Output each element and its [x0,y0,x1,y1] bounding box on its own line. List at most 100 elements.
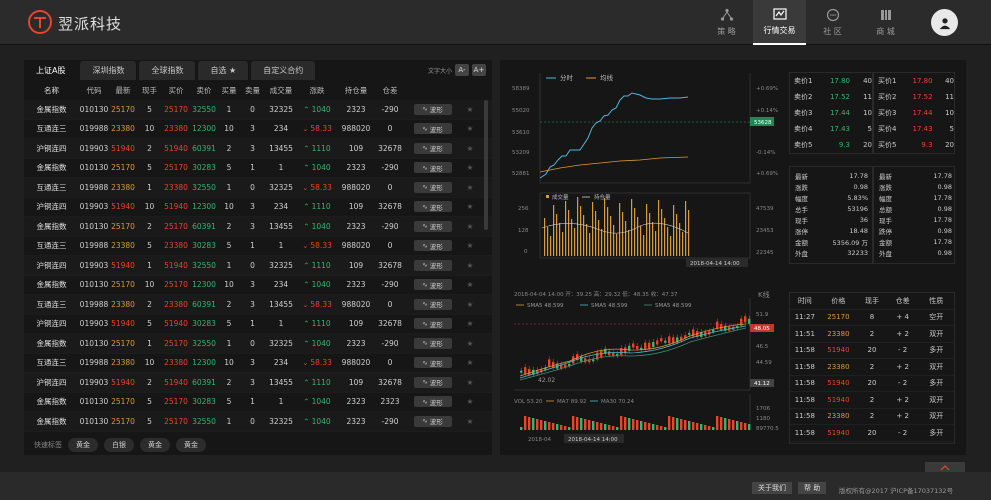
table-row[interactable]: 金属指数 010130 25170 10 25170 12300 10 3 234 ⌃ 1040 23… [24,276,492,295]
favorite-star-icon[interactable]: ★ [466,338,474,348]
quick-tag[interactable]: 黄金 [140,438,170,452]
wave-button[interactable]: ∿ 波形 [413,396,452,408]
col-header[interactable]: 卖价 [196,85,212,95]
wave-button[interactable]: ∿ 波形 [413,376,452,388]
wave-button[interactable]: ∿ 波形 [413,415,452,427]
nav-item-shop[interactable]: 商 城 [859,0,912,45]
table-row[interactable]: 金属指数 010130 25170 1 25170 32550 1 0 32325 ⌃ 1040 23… [24,334,492,354]
brand-logo-icon[interactable] [28,10,52,34]
wave-button[interactable]: ∿ 波形 [413,142,452,154]
col-header[interactable]: 买价 [168,85,184,95]
favorite-star-icon[interactable]: ★ [466,163,474,173]
orderbook-row[interactable]: 卖价4 17.43 5 [790,121,872,137]
trade-time: 11:58 [794,428,815,437]
tab-custom[interactable]: 自定义合约 [251,61,316,80]
table-row[interactable]: 金属指数 010130 25170 5 25170 32550 1 0 32325 ⌃ 1040 23… [24,412,492,432]
table-row[interactable]: 互通连三 019988 23380 2 23380 60391 2 3 13455 ⌄ 58.33 9… [24,295,492,315]
table-row[interactable]: 互通连三 019988 23380 10 23380 12300 10 3 234 ⌄ 58.33 9… [24,120,492,139]
col-header[interactable]: 最新 [115,85,131,95]
favorite-star-icon[interactable]: ★ [466,397,474,407]
table-row[interactable]: 互通连三 019988 23380 5 23380 30283 5 1 1 ⌄ 58.33 98802… [24,237,492,256]
user-avatar[interactable] [931,9,958,36]
quick-tag[interactable]: 黄金 [176,438,206,452]
favorite-star-icon[interactable]: ★ [466,143,474,153]
wave-button[interactable]: ∿ 波形 [413,181,452,193]
favorite-star-icon[interactable]: ★ [466,104,474,114]
about-button[interactable]: 关于我们 [752,482,792,494]
orderbook-row[interactable]: 买价5 9.3 20 [874,137,954,153]
quick-tag[interactable]: 黄金 [68,438,98,452]
favorite-star-icon[interactable]: ★ [466,319,474,329]
orderbook-row[interactable]: 卖价2 17.52 11 [790,89,872,105]
favorite-star-icon[interactable]: ★ [466,260,474,270]
table-row[interactable]: 沪铜连四 019903 51940 10 51940 12300 10 3 234 ⌃ 1110 10… [24,198,492,217]
sma-line [519,323,747,377]
wave-button[interactable]: ∿ 波形 [413,103,452,115]
col-header[interactable]: 持仓量 [344,85,368,95]
table-row[interactable]: 沪铜连四 019903 51940 5 51940 30283 5 1 1 ⌃ 1110 109 326… [24,315,492,334]
wave-button[interactable]: ∿ 波形 [413,162,452,174]
table-row[interactable]: 金属指数 010130 25170 5 25170 32550 1 0 32325 ⌃ 1040 23… [24,100,492,120]
favorite-star-icon[interactable]: ★ [466,241,474,251]
orderbook-row[interactable]: 卖价3 17.44 10 [790,105,872,121]
wave-button[interactable]: ∿ 波形 [413,318,452,330]
favorite-star-icon[interactable]: ★ [466,202,474,212]
tab-shanghai[interactable]: 上证A股 [24,61,78,80]
col-header[interactable]: 涨跌 [309,85,325,95]
kline-chart[interactable]: 2018-04-04 14:00 开：39.25 高：29.32 低：48.35… [510,286,788,448]
table-row[interactable]: 互通连三 019988 23380 1 23380 32550 1 0 32325 ⌄ 58.33 9… [24,178,492,198]
orderbook-row[interactable]: 买价3 17.44 10 [874,105,954,121]
wave-button[interactable]: ∿ 波形 [413,357,452,369]
orderbook-row[interactable]: 卖价5 9.3 20 [790,137,872,153]
wave-button[interactable]: ∿ 波形 [413,279,452,291]
back-to-top-button[interactable] [925,462,965,474]
col-header[interactable]: 买量 [221,85,237,95]
nav-item-trading[interactable]: 行情交易 [753,0,806,45]
wave-button[interactable]: ∿ 波形 [413,337,452,349]
wave-button[interactable]: ∿ 波形 [413,298,452,310]
favorite-star-icon[interactable]: ★ [466,124,474,134]
favorite-star-icon[interactable]: ★ [466,280,474,290]
orderbook-row[interactable]: 买价1 17.80 40 [874,73,954,89]
nav-item-community[interactable]: 社 区 [806,0,859,45]
col-header[interactable]: 名称 [44,85,59,95]
favorite-star-icon[interactable]: ★ [466,358,474,368]
col-header[interactable]: 仓差 [382,85,398,95]
wave-button[interactable]: ∿ 波形 [413,220,452,232]
nav-item-strategy[interactable]: 策 略 [700,0,753,45]
col-header[interactable]: 现手 [142,85,157,95]
favorite-star-icon[interactable]: ★ [466,182,474,192]
table-scrollbar[interactable] [484,100,488,230]
table-row[interactable]: 沪铜连四 019903 51940 2 51940 60391 2 3 13455 ⌃ 1110 10… [24,139,492,159]
col-header[interactable]: 代码 [86,85,102,95]
orderbook-row[interactable]: 买价4 17.43 5 [874,121,954,137]
tab-shenzhen[interactable]: 深圳指数 [80,61,137,80]
table-row[interactable]: 沪铜连四 019903 51940 2 51940 60391 2 3 13455 ⌃ 1110 10… [24,373,492,393]
wave-button[interactable]: ∿ 波形 [413,240,452,252]
table-row[interactable]: 沪铜连四 019903 51940 1 51940 32550 1 0 32325 ⌃ 1110 10… [24,256,492,276]
table-row[interactable]: 互通连三 019988 23380 10 23380 12300 10 3 234 ⌄ 58.33 9… [24,354,492,373]
table-row[interactable]: 金属指数 010130 25170 2 25170 60391 2 3 13455 ⌃ 1040 23… [24,217,492,237]
table-row[interactable]: 金属指数 010130 25170 5 25170 30283 5 1 1 ⌃ 1040 2323 -2… [24,159,492,178]
table-row[interactable]: 金属指数 010130 25170 5 25170 30283 5 1 1 ⌃ 1040 2323 23… [24,393,492,412]
favorite-star-icon[interactable]: ★ [466,221,474,231]
volume-bar [598,220,600,256]
kline-volume-bar [608,425,611,430]
wave-button[interactable]: ∿ 波形 [413,259,452,271]
help-button[interactable]: 帮 助 [798,482,827,494]
favorite-star-icon[interactable]: ★ [466,299,474,309]
wave-button[interactable]: ∿ 波形 [413,201,452,213]
col-header[interactable]: 卖量 [245,85,260,95]
col-header[interactable]: 成交量 [269,85,293,95]
wave-button[interactable]: ∿ 波形 [413,123,452,135]
orderbook-row[interactable]: 卖价1 17.80 40 [790,73,872,89]
favorite-star-icon[interactable]: ★ [466,416,474,426]
orderbook-row[interactable]: 买价2 17.52 11 [874,89,954,105]
font-increase-button[interactable]: A+ [472,64,486,76]
favorite-star-icon[interactable]: ★ [466,377,474,387]
tab-global[interactable]: 全球指数 [139,61,196,80]
font-decrease-button[interactable]: A- [455,64,469,76]
quick-tag[interactable]: 白银 [104,438,134,452]
tab-favorites[interactable]: 自选 ★ [198,61,249,80]
intraday-chart[interactable]: 分时 均线 58389 55020 53610 53209 52881 +0.6… [510,68,788,274]
